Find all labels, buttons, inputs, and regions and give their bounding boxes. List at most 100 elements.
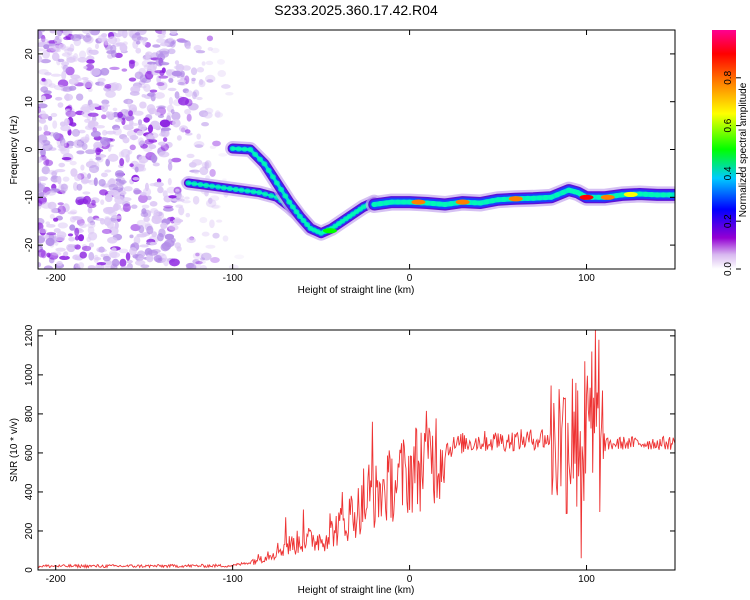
noise-blob bbox=[74, 244, 81, 250]
noise-blob bbox=[136, 130, 144, 136]
noise-blob bbox=[150, 63, 155, 72]
noise-blob bbox=[149, 108, 154, 115]
noise-blob bbox=[69, 215, 77, 223]
noise-blob bbox=[80, 164, 85, 171]
ridge-blob bbox=[247, 146, 254, 153]
noise-blob bbox=[48, 83, 56, 88]
noise-blob bbox=[186, 262, 197, 269]
noise-blob bbox=[57, 205, 66, 215]
noise-blob bbox=[150, 249, 161, 254]
noise-blob bbox=[38, 118, 46, 123]
noise-blob bbox=[64, 108, 72, 116]
peak-point bbox=[600, 194, 615, 200]
noise-blob bbox=[57, 202, 64, 206]
noise-blob bbox=[38, 262, 42, 268]
noise-blob bbox=[109, 251, 121, 259]
noise-blob bbox=[168, 224, 179, 231]
peak-points bbox=[322, 191, 638, 234]
noise-blob bbox=[86, 59, 95, 64]
noise-blob bbox=[40, 58, 51, 64]
noise-blob bbox=[88, 252, 95, 261]
ridge-blob bbox=[666, 192, 673, 198]
noise-blob bbox=[144, 70, 154, 80]
noise-blob bbox=[206, 79, 214, 83]
noise-blob bbox=[96, 246, 106, 253]
noise-blob bbox=[164, 233, 175, 241]
noise-blob bbox=[38, 118, 47, 124]
noise-blob bbox=[38, 183, 46, 192]
ridge-upper-branch bbox=[225, 141, 382, 241]
ridge-blob bbox=[293, 209, 300, 215]
noise-blob bbox=[205, 60, 214, 66]
noise-blob bbox=[105, 158, 110, 167]
noise-blob bbox=[67, 233, 74, 237]
noise-blob bbox=[78, 50, 87, 59]
noise-blob bbox=[77, 262, 85, 269]
noise-blob bbox=[201, 61, 206, 66]
noise-blob bbox=[134, 32, 141, 36]
noise-blob bbox=[68, 85, 77, 91]
noise-blob bbox=[90, 119, 95, 125]
noise-blob bbox=[212, 140, 221, 147]
noise-blob bbox=[157, 186, 164, 194]
noise-blob bbox=[109, 66, 120, 71]
noise-blob bbox=[200, 252, 212, 261]
noise-blob bbox=[143, 216, 150, 222]
ridge-blob bbox=[197, 181, 204, 188]
peak-point bbox=[508, 196, 523, 202]
noise-blob bbox=[120, 266, 132, 269]
noise-blob bbox=[60, 146, 70, 155]
noise-blob bbox=[97, 34, 107, 43]
noise-blob bbox=[50, 112, 58, 118]
noise-blob bbox=[189, 169, 200, 173]
noise-blob bbox=[63, 30, 70, 36]
noise-blob bbox=[95, 147, 102, 155]
noise-blob bbox=[47, 43, 57, 47]
ridge-blob bbox=[406, 199, 413, 205]
ridge-blob bbox=[304, 221, 311, 228]
noise-blob bbox=[55, 234, 66, 242]
noise-blob bbox=[62, 64, 70, 73]
noise-blob bbox=[75, 93, 84, 101]
noise-blob bbox=[163, 205, 174, 209]
noise-blob bbox=[185, 90, 193, 98]
noise-blob bbox=[205, 244, 216, 249]
ridge-blob bbox=[250, 189, 257, 195]
noise-blob bbox=[69, 224, 76, 231]
noise-blob bbox=[170, 237, 176, 243]
ridge-blob bbox=[278, 186, 285, 193]
noise-blob bbox=[205, 199, 217, 208]
noise-blob bbox=[54, 239, 59, 246]
noise-blob bbox=[62, 203, 70, 213]
noise-blob bbox=[128, 122, 139, 127]
noise-blob bbox=[170, 40, 176, 48]
ridge-blob bbox=[648, 192, 655, 198]
noise-blob bbox=[211, 47, 220, 54]
noise-blob bbox=[168, 195, 177, 199]
noise-blob bbox=[190, 67, 198, 76]
noise-blob bbox=[174, 60, 180, 65]
noise-blob bbox=[142, 56, 148, 61]
noise-blob bbox=[127, 99, 132, 109]
noise-blob bbox=[166, 112, 172, 122]
noise-blob bbox=[78, 129, 86, 134]
noise-blob bbox=[84, 134, 90, 143]
peak-point bbox=[411, 199, 426, 205]
noise-blob bbox=[209, 145, 217, 149]
noise-blob bbox=[85, 63, 95, 71]
noise-blob bbox=[90, 130, 101, 138]
ridge-blob bbox=[256, 189, 263, 196]
noise-blob bbox=[74, 235, 80, 241]
noise-blob bbox=[114, 33, 122, 38]
noise-blob bbox=[38, 30, 46, 33]
noise-blob bbox=[118, 151, 125, 158]
noise-blob bbox=[57, 58, 65, 63]
noise-blob bbox=[114, 170, 125, 178]
noise-blob bbox=[179, 198, 185, 202]
noise-blob bbox=[136, 30, 145, 33]
noise-blob bbox=[87, 265, 96, 269]
ridge-blob bbox=[394, 199, 401, 205]
noise-blob bbox=[53, 228, 61, 233]
noise-blob bbox=[100, 172, 108, 178]
